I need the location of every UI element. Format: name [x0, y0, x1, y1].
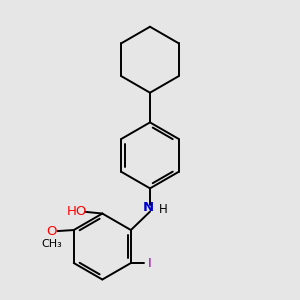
- Text: H: H: [159, 203, 168, 216]
- Text: O: O: [46, 225, 57, 238]
- Text: HO: HO: [67, 205, 88, 218]
- Text: N: N: [143, 201, 154, 214]
- Text: CH₃: CH₃: [41, 239, 62, 249]
- Text: I: I: [148, 256, 152, 269]
